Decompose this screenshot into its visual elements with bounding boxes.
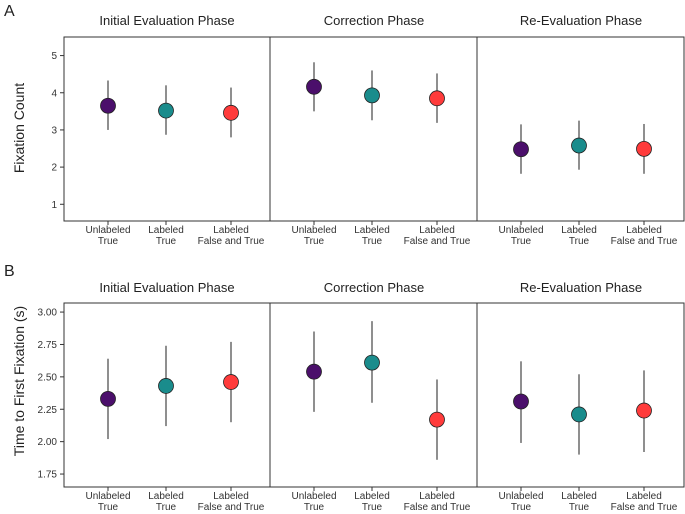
panel-label-b: B bbox=[4, 263, 15, 280]
facet-frame-b-initial bbox=[63, 302, 271, 488]
x-tick-label-b-labeled-false-and-true: Labeled False and True bbox=[198, 491, 265, 513]
x-tick-label-a-labeled-true: Labeled True bbox=[561, 225, 597, 247]
x-tick-label-a-labeled-true: Labeled True bbox=[148, 225, 184, 247]
point-a-initial-labeled-true bbox=[158, 102, 174, 119]
facet-frame-a-initial bbox=[63, 36, 271, 222]
facet-frame-a-correction bbox=[269, 36, 478, 222]
x-tick-label-b-unlabeled-true: Unlabeled True bbox=[85, 491, 130, 513]
point-a-initial-labeled-false-and-true bbox=[223, 104, 239, 121]
x-tick-label-b-labeled-true: Labeled True bbox=[561, 491, 597, 513]
x-tick-label-a-unlabeled-true: Unlabeled True bbox=[85, 225, 130, 247]
point-b-initial-labeled-true bbox=[158, 378, 174, 394]
y-tick-label-b: 3.00 bbox=[38, 308, 58, 319]
point-b-reevaluation-labeled-true bbox=[571, 406, 587, 423]
x-tick-label-b-labeled-false-and-true: Labeled False and True bbox=[611, 491, 678, 513]
x-tick-label-a-labeled-false-and-true: Labeled False and True bbox=[404, 225, 471, 247]
point-a-correction-unlabeled-true bbox=[306, 78, 322, 95]
facet-title-a-reevaluation: Re-Evaluation Phase bbox=[520, 13, 642, 28]
panel-a-plot: 1 2 3 4 5 Unlabeled True Labeled True Labeled Fals… bbox=[51, 36, 685, 247]
y-tick-label-b: 2.50 bbox=[38, 372, 58, 383]
point-b-correction-labeled-false-and-true bbox=[429, 411, 445, 428]
x-tick-label-a-labeled-true: Labeled True bbox=[354, 225, 390, 247]
point-a-correction-labeled-false-and-true bbox=[429, 90, 445, 107]
panel-label-a: A bbox=[4, 3, 15, 20]
point-b-initial-labeled-false-and-true bbox=[223, 374, 239, 390]
x-tick-label-a-unlabeled-true: Unlabeled True bbox=[498, 225, 543, 247]
y-tick-label-a: 3 bbox=[51, 125, 57, 136]
y-tick-label-b: 2.25 bbox=[38, 405, 58, 416]
y-tick-label-b: 2.75 bbox=[38, 340, 58, 351]
y-axis-label-b: Time to First Fixation (s) bbox=[11, 306, 27, 456]
facet-title-a-correction: Correction Phase bbox=[324, 13, 424, 28]
point-a-initial-unlabeled-true bbox=[100, 97, 116, 114]
x-tick-label-b-unlabeled-true: Unlabeled True bbox=[498, 491, 543, 513]
y-tick-label-b: 2.00 bbox=[38, 437, 58, 448]
facet-title-b-correction: Correction Phase bbox=[324, 280, 424, 295]
facet-title-b-reevaluation: Re-Evaluation Phase bbox=[520, 280, 642, 295]
panel-b-plot: 1.75 2.00 2.25 2.50 2.75 3.00 Unlabeled True Lab… bbox=[38, 302, 685, 513]
facet-frame-b-reevaluation bbox=[476, 302, 685, 488]
point-b-reevaluation-unlabeled-true bbox=[513, 393, 529, 410]
point-a-correction-labeled-true bbox=[364, 87, 380, 104]
x-tick-label-a-labeled-false-and-true: Labeled False and True bbox=[611, 225, 678, 247]
x-tick-label-b-labeled-true: Labeled True bbox=[354, 491, 390, 513]
x-tick-label-a-unlabeled-true: Unlabeled True bbox=[291, 225, 336, 247]
facet-frame-a-reevaluation bbox=[476, 36, 685, 222]
x-tick-label-b-labeled-true: Labeled True bbox=[148, 491, 184, 513]
x-tick-label-a-labeled-false-and-true: Labeled False and True bbox=[198, 225, 265, 247]
x-tick-label-b-unlabeled-true: Unlabeled True bbox=[291, 491, 336, 513]
facet-frame-b-correction bbox=[269, 302, 478, 488]
y-axis-label-a: Fixation Count bbox=[11, 83, 27, 173]
y-tick-label-a: 4 bbox=[51, 88, 57, 99]
point-b-initial-unlabeled-true bbox=[100, 390, 116, 407]
point-b-correction-unlabeled-true bbox=[306, 363, 322, 380]
point-b-correction-labeled-true bbox=[364, 354, 380, 371]
point-a-reevaluation-labeled-true bbox=[571, 137, 587, 154]
point-b-reevaluation-labeled-false-and-true bbox=[636, 402, 652, 419]
facet-title-a-initial: Initial Evaluation Phase bbox=[99, 13, 234, 28]
y-tick-label-a: 5 bbox=[51, 51, 57, 62]
x-tick-label-b-labeled-false-and-true: Labeled False and True bbox=[404, 491, 471, 513]
facet-title-b-initial: Initial Evaluation Phase bbox=[99, 280, 234, 295]
y-tick-label-a: 1 bbox=[51, 200, 57, 211]
y-tick-label-b: 1.75 bbox=[38, 470, 58, 481]
point-a-reevaluation-unlabeled-true bbox=[513, 141, 529, 158]
point-a-reevaluation-labeled-false-and-true bbox=[636, 140, 652, 157]
y-tick-label-a: 2 bbox=[51, 163, 57, 174]
